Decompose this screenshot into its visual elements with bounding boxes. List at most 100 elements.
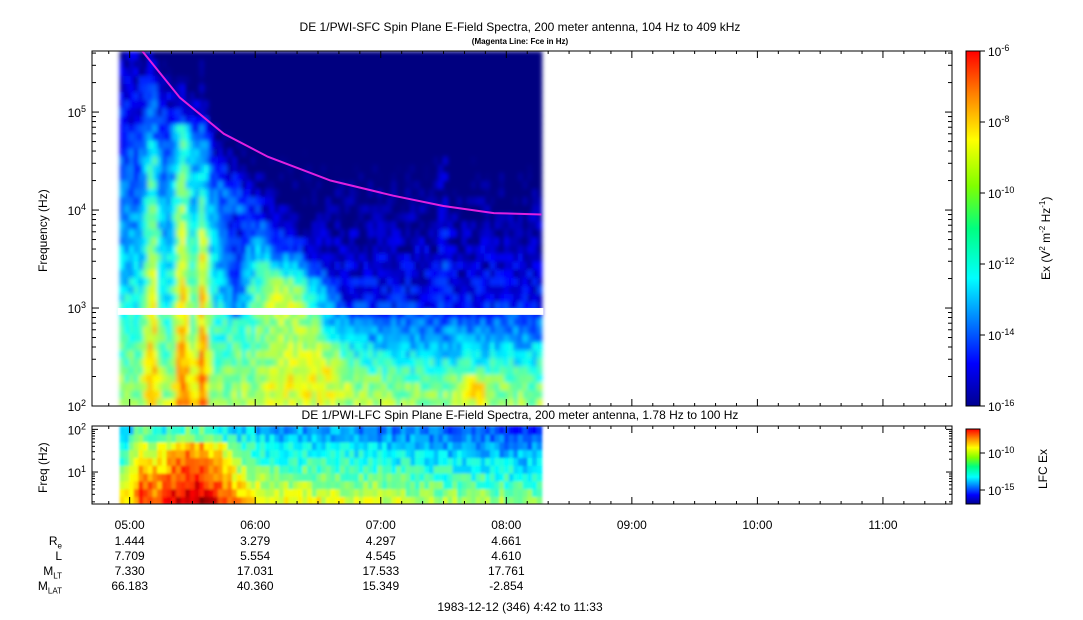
lfc-cell bbox=[424, 426, 430, 435]
lfc-cell bbox=[461, 449, 468, 458]
sfc-cell bbox=[269, 59, 276, 68]
sfc-cell bbox=[204, 293, 210, 302]
sfc-cell bbox=[330, 301, 336, 310]
sfc-cell bbox=[363, 357, 369, 367]
sfc-cell bbox=[213, 164, 219, 173]
lfc-cell bbox=[391, 426, 397, 435]
lfc-cell bbox=[133, 480, 140, 490]
sfc-cell bbox=[532, 155, 538, 165]
sfc-cell bbox=[152, 99, 158, 109]
sfc-cell bbox=[532, 131, 538, 141]
sfc-cell bbox=[208, 317, 215, 327]
sfc-cell bbox=[157, 365, 163, 375]
sfc-cell bbox=[316, 293, 322, 302]
sfc-cell bbox=[157, 155, 163, 165]
sfc-cell bbox=[354, 341, 360, 351]
sfc-cell bbox=[288, 147, 294, 157]
sfc-cell bbox=[325, 99, 332, 109]
sfc-cell bbox=[489, 172, 496, 181]
lfc-cell bbox=[180, 457, 187, 466]
sfc-cell bbox=[489, 373, 496, 383]
lfc-cell bbox=[138, 433, 144, 443]
sfc-cell bbox=[152, 212, 158, 222]
sfc-cell bbox=[536, 285, 543, 294]
sfc-cell bbox=[166, 349, 172, 359]
sfc-cell bbox=[447, 180, 454, 189]
lfc-cell bbox=[508, 426, 515, 435]
sfc-cell bbox=[363, 51, 369, 60]
lfc-cell bbox=[171, 480, 177, 490]
sfc-cell bbox=[264, 123, 271, 133]
sfc-cell bbox=[204, 212, 210, 222]
sfc-cell bbox=[377, 212, 383, 222]
lfc-cell bbox=[499, 441, 505, 451]
sfc-cell bbox=[307, 244, 313, 254]
sfc-cell bbox=[129, 325, 135, 335]
sfc-cell bbox=[321, 107, 327, 117]
sfc-cell bbox=[147, 365, 154, 375]
lfc-cell bbox=[475, 426, 482, 435]
sfc-cell bbox=[222, 260, 229, 270]
sfc-cell bbox=[475, 373, 482, 383]
lfc-cell bbox=[232, 472, 238, 482]
sfc-cell bbox=[330, 180, 336, 189]
lfc-cell bbox=[330, 433, 336, 443]
sfc-cell bbox=[171, 341, 177, 351]
sfc-cell bbox=[522, 67, 529, 76]
sfc-cell bbox=[438, 341, 444, 351]
sfc-cell bbox=[119, 317, 126, 327]
sfc-cell bbox=[227, 99, 233, 109]
sfc-cell bbox=[227, 172, 233, 181]
lfc-cell bbox=[194, 488, 201, 497]
lfc-cell bbox=[382, 480, 388, 490]
sfc-cell bbox=[222, 301, 229, 310]
lfc-cell bbox=[485, 441, 491, 451]
sfc-cell bbox=[218, 67, 224, 76]
lfc-cell bbox=[269, 457, 276, 466]
lfc-cell bbox=[513, 433, 519, 443]
sfc-cell bbox=[339, 91, 346, 101]
sfc-cell bbox=[424, 91, 430, 101]
sfc-cell bbox=[274, 67, 280, 76]
sfc-cell bbox=[475, 341, 482, 351]
sfc-cell bbox=[391, 164, 397, 173]
sfc-cell bbox=[232, 268, 238, 278]
sfc-cell bbox=[494, 164, 501, 173]
sfc-cell bbox=[475, 285, 482, 294]
lfc-cell bbox=[354, 480, 360, 490]
sfc-cell bbox=[124, 155, 130, 165]
sfc-cell bbox=[189, 276, 196, 286]
sfc-cell bbox=[204, 268, 210, 278]
lfc-cell bbox=[536, 457, 543, 466]
sfc-cell bbox=[246, 268, 252, 278]
sfc-cell bbox=[255, 204, 261, 214]
sfc-cell bbox=[208, 196, 215, 206]
lfc-cell bbox=[344, 472, 351, 482]
sfc-cell bbox=[283, 244, 290, 254]
lfc-cell bbox=[480, 472, 486, 482]
sfc-cell bbox=[414, 236, 421, 246]
sfc-cell bbox=[208, 357, 215, 367]
sfc-cell bbox=[274, 236, 280, 246]
lfc-cell bbox=[485, 449, 491, 458]
sfc-cell bbox=[372, 51, 379, 60]
lfc-cell bbox=[414, 465, 421, 474]
sfc-cell bbox=[307, 164, 313, 173]
sfc-cell bbox=[185, 357, 191, 367]
sfc-cell bbox=[288, 349, 294, 359]
sfc-cell bbox=[250, 365, 257, 375]
sfc-cell bbox=[175, 293, 182, 302]
sfc-cell bbox=[335, 341, 341, 351]
sfc-cell bbox=[199, 139, 205, 149]
sfc-cell bbox=[129, 123, 135, 133]
sfc-cell bbox=[466, 381, 472, 391]
sfc-cell bbox=[414, 260, 421, 270]
sfc-cell bbox=[283, 389, 290, 399]
lfc-cell bbox=[339, 488, 346, 497]
lfc-cell bbox=[532, 457, 538, 466]
sfc-cell bbox=[386, 83, 393, 93]
sfc-cell bbox=[264, 389, 271, 399]
sfc-cell bbox=[513, 260, 519, 270]
sfc-cell bbox=[321, 51, 327, 60]
sfc-cell bbox=[241, 333, 247, 343]
